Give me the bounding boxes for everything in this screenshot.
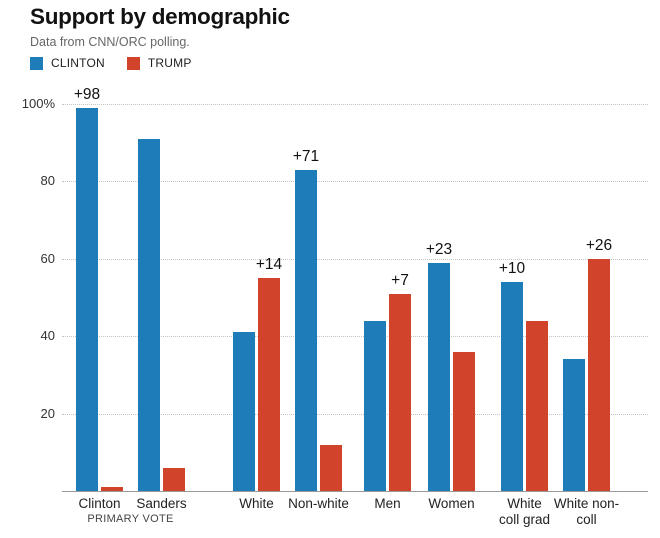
bar-group-non-white: +71 xyxy=(293,104,342,491)
chart-title: Support by demographic xyxy=(30,4,290,29)
bar-clinton-sanders xyxy=(138,138,160,491)
bar-group-women: +23 xyxy=(426,104,475,491)
bar-group-white: +14 xyxy=(233,104,282,491)
bar-clinton-white-coll-grad: +10 xyxy=(499,260,525,491)
clinton-color-swatch-icon xyxy=(30,56,43,70)
legend-item-clinton: CLINTON xyxy=(30,56,105,70)
legend-label-clinton: CLINTON xyxy=(51,56,105,70)
bar-clinton-women: +23 xyxy=(426,241,452,491)
bar-clinton-clinton: +98 xyxy=(74,86,100,491)
margin-label-women: +23 xyxy=(425,240,453,258)
y-axis-tick-80: 80 xyxy=(40,173,55,189)
gridline-40 xyxy=(62,336,648,338)
legend-label-trump: TRUMP xyxy=(147,56,192,70)
bar-clinton-white xyxy=(233,332,255,491)
bar-trump-clinton xyxy=(101,487,123,491)
chart-subtitle: Data from CNN/ORC polling. xyxy=(30,35,190,49)
plot-area: +98 +14 +71 +7 +23 +10 +26 xyxy=(62,86,648,492)
gridline-20 xyxy=(62,413,648,415)
x-axis-label-white-coll-grad: White coll grad xyxy=(498,496,551,527)
bar-group-white-non-coll: +26 xyxy=(563,104,612,491)
x-axis-label-white: White xyxy=(239,496,274,511)
margin-label-white-non-coll: +26 xyxy=(585,236,613,254)
x-axis-label-non-white: Non-white xyxy=(288,496,349,511)
bar-trump-white-coll-grad xyxy=(526,320,548,491)
bar-group-sanders xyxy=(138,104,185,491)
bar-trump-white: +14 xyxy=(256,256,282,491)
bar-clinton-men xyxy=(364,320,386,491)
margin-label-white-coll-grad: +10 xyxy=(498,260,526,278)
bar-clinton-white-non-coll xyxy=(563,359,585,491)
x-axis-label-clinton: Clinton xyxy=(78,496,121,511)
y-axis-tick-60: 60 xyxy=(40,250,55,266)
bar-group-white-coll-grad: +10 xyxy=(499,104,548,491)
gridline-80 xyxy=(62,181,648,183)
gridline-100 xyxy=(62,104,648,105)
x-axis-label-men: Men xyxy=(374,496,401,511)
margin-label-white: +14 xyxy=(255,256,283,274)
bar-clinton-non-white: +71 xyxy=(293,148,319,491)
x-axis-line xyxy=(62,491,648,492)
bar-group-men: +7 xyxy=(364,104,411,491)
bar-trump-non-white xyxy=(320,444,342,491)
bar-trump-women xyxy=(453,351,475,491)
margin-label-non-white: +71 xyxy=(292,147,320,165)
margin-label-clinton: +98 xyxy=(73,85,101,103)
x-axis-label-white-non-coll: White non- coll xyxy=(553,496,620,527)
bar-trump-men: +7 xyxy=(389,272,411,491)
bar-trump-sanders xyxy=(163,467,185,491)
bar-trump-white-non-coll: +26 xyxy=(586,237,612,491)
x-axis-group-note: PRIMARY VOTE xyxy=(87,513,174,525)
gridline-60 xyxy=(62,258,648,260)
legend: CLINTON TRUMP xyxy=(30,56,192,70)
x-axis-label-sanders: Sanders xyxy=(136,496,187,511)
trump-color-swatch-icon xyxy=(126,56,140,70)
y-axis-tick-100: 100% xyxy=(21,96,55,111)
x-axis-label-women: Women xyxy=(428,496,475,511)
y-axis-tick-40: 40 xyxy=(40,328,55,344)
margin-label-men: +7 xyxy=(391,271,409,289)
y-axis-tick-20: 20 xyxy=(40,405,55,421)
legend-item-trump: TRUMP xyxy=(126,56,192,70)
bar-group-clinton: +98 xyxy=(74,86,123,491)
